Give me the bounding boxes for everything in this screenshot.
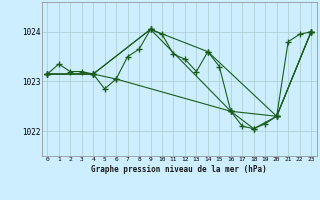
X-axis label: Graphe pression niveau de la mer (hPa): Graphe pression niveau de la mer (hPa) (91, 165, 267, 174)
